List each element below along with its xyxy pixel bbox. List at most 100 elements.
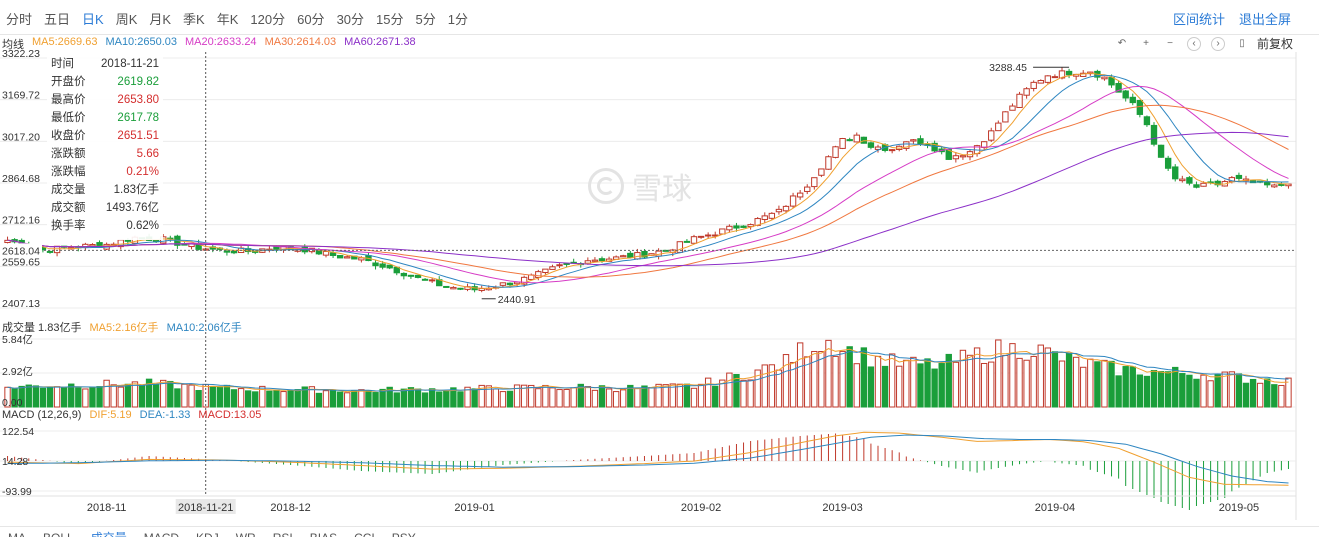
candle-body <box>768 212 776 219</box>
candle-body <box>273 246 280 250</box>
ma60-line <box>7 131 1289 267</box>
candle-body <box>1058 70 1066 79</box>
indicator-tab[interactable]: RSI <box>273 531 293 537</box>
tab-period[interactable]: 1分 <box>447 12 468 27</box>
tab-period[interactable]: 30分 <box>336 12 365 27</box>
volume-bar <box>181 383 188 408</box>
exit-fullscreen-link[interactable]: 退出全屏 <box>1238 12 1291 27</box>
volume-bar <box>945 353 952 408</box>
battery-icon[interactable]: ▯ <box>1239 37 1245 49</box>
volume-bar <box>1087 358 1094 408</box>
indicator-tab[interactable]: MACD <box>144 531 179 537</box>
volume-bar <box>1115 375 1122 408</box>
volume-bar <box>549 387 556 408</box>
prev-icon[interactable]: ‹ <box>1186 36 1201 51</box>
tab-period[interactable]: 日K <box>82 12 104 27</box>
volume-bar <box>704 377 712 408</box>
indicator-tab[interactable]: PSY <box>392 531 416 537</box>
volume-bar <box>1264 378 1271 408</box>
indicator-tab[interactable]: 成交量 <box>91 529 127 537</box>
ma-legend-item: MA30:2614.03 <box>264 36 337 48</box>
candle-body <box>1186 177 1193 184</box>
candle-body <box>839 138 846 149</box>
price-axis-label: 2712.16 <box>2 215 40 227</box>
candle-body <box>789 195 797 207</box>
volume-bar <box>690 387 698 408</box>
candle-body <box>952 155 960 160</box>
candle-body <box>1080 72 1087 77</box>
candle-body <box>704 234 712 237</box>
candle-body <box>620 255 627 258</box>
candle-body <box>499 282 507 286</box>
candle-body <box>556 264 563 267</box>
tab-period[interactable]: 周K <box>115 12 138 27</box>
info-row: 换手率 0.62% <box>47 217 163 235</box>
candle-body <box>825 156 832 170</box>
range-stats-link[interactable]: 区间统计 <box>1172 12 1225 27</box>
candle-body <box>386 264 393 269</box>
volume-bar <box>68 383 75 408</box>
tab-period[interactable]: 60分 <box>297 12 325 27</box>
volume-bar <box>938 363 945 408</box>
candle-body <box>46 250 54 253</box>
volume-bar <box>60 386 68 408</box>
volume-bar <box>903 359 910 408</box>
indicator-tab[interactable]: MA <box>8 531 26 537</box>
next-icon[interactable]: › <box>1210 36 1225 51</box>
volume-bar <box>1044 347 1052 408</box>
volume-bar <box>1051 351 1059 408</box>
zoom-out-icon[interactable]: − <box>1167 37 1173 49</box>
volume-bar <box>39 387 47 408</box>
tab-period[interactable]: 分时 <box>6 12 33 27</box>
info-value: 0.62% <box>126 220 159 232</box>
indicator-tab[interactable]: BIAS <box>310 531 337 537</box>
undo-icon[interactable]: ↶ <box>1117 37 1127 49</box>
candle-body <box>634 252 641 260</box>
tab-period[interactable]: 120分 <box>250 12 286 27</box>
tab-period[interactable]: 季K <box>183 12 205 27</box>
volume-bar <box>917 363 924 408</box>
xueqiu-logo-icon <box>588 168 624 204</box>
volume-bar <box>160 379 167 408</box>
volume-bar <box>655 383 662 408</box>
volume-bar <box>1256 382 1264 408</box>
volume-bar <box>563 388 570 408</box>
volume-bar <box>683 383 691 408</box>
fq-label[interactable]: 前复权 <box>1256 37 1293 51</box>
indicator-tab[interactable]: KDJ <box>196 531 219 537</box>
macd-legend: MACD (12,26,9) DIF:5.19 DEA:-1.33 MACD:13.0… <box>2 409 269 421</box>
tab-period[interactable]: 五日 <box>44 12 71 27</box>
volume-bar <box>1065 352 1073 408</box>
volume-bar <box>584 386 592 408</box>
volume-bar <box>372 392 379 408</box>
candle-body <box>995 122 1002 132</box>
volume-bar <box>520 384 528 408</box>
tab-period[interactable]: 5分 <box>415 12 436 27</box>
x-axis-label: 2018-12 <box>270 502 310 514</box>
volume-bar <box>1122 366 1129 408</box>
ma-legend: 均线 MA5:2669.63 MA10:2650.03 MA20:2633.24 MA3… <box>2 36 424 52</box>
chart-icon-bar: ↶ + − ‹ › ▯ 前复权 <box>1105 35 1293 52</box>
candle-body <box>1172 166 1179 180</box>
indicator-tab[interactable]: BOLL <box>43 531 74 537</box>
price-axis-label: 3169.72 <box>2 90 40 102</box>
volume-bar <box>1235 373 1243 408</box>
candle-body <box>1002 111 1009 123</box>
dea-line <box>7 434 1289 484</box>
tab-period[interactable]: 月K <box>149 12 172 27</box>
tab-period[interactable]: 15分 <box>376 12 404 27</box>
volume-bar <box>308 386 316 408</box>
zoom-in-icon[interactable]: + <box>1143 37 1149 49</box>
volume-bar <box>697 383 705 408</box>
price-axis-label: 2407.13 <box>2 298 40 310</box>
candle-body <box>1235 174 1243 179</box>
indicator-tab[interactable]: WR <box>236 531 256 537</box>
volume-bar <box>577 383 584 408</box>
candle-body <box>329 252 337 256</box>
indicator-tab[interactable]: CCI <box>354 531 375 537</box>
candle-body <box>910 139 917 142</box>
xueqiu-watermark: 雪球 <box>588 164 718 208</box>
tab-period[interactable]: 年K <box>216 12 239 27</box>
volume-bar <box>266 390 273 408</box>
